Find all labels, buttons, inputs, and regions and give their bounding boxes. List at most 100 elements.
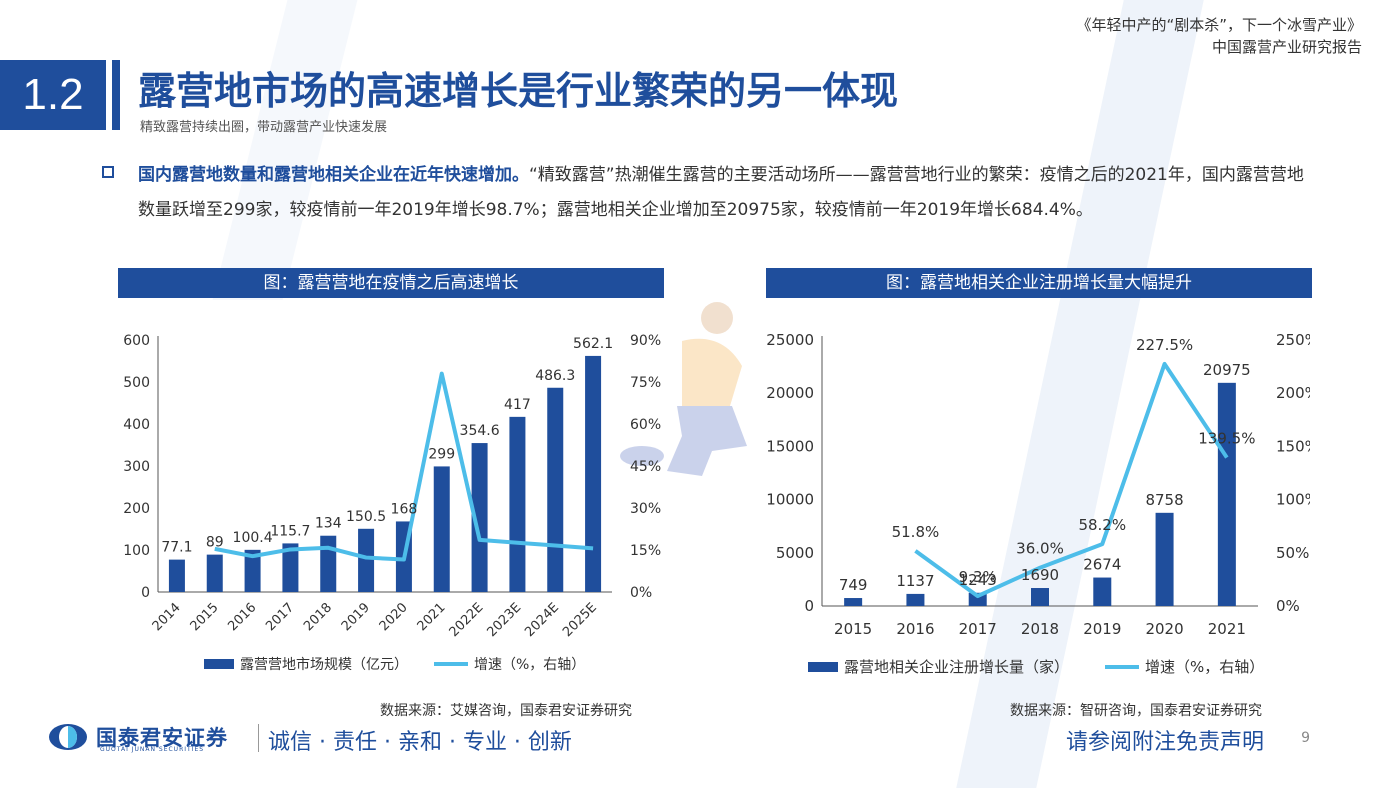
bar-value-label: 417 (504, 397, 531, 413)
y-tick-label-left: 100 (123, 543, 150, 559)
report-title: 《年轻中产的“剧本杀”，下一个冰雪产业》 (1076, 16, 1362, 34)
logo-english: GUOTAI JUNAN SECURITIES (100, 746, 205, 753)
line-value-label: 9.3% (959, 568, 997, 586)
bar (1217, 382, 1236, 606)
x-tick-label: 2016 (225, 600, 259, 634)
background-shape (212, 0, 358, 300)
growth-line (214, 371, 594, 562)
bar-value-label: 100.4 (233, 530, 273, 546)
page-title: 露营地市场的高速增长是行业繁荣的另一体现 (138, 69, 899, 113)
y-tick-label-left: 200 (123, 501, 150, 517)
bar (471, 443, 488, 592)
section-number: 1.2 (0, 60, 106, 130)
x-tick-label: 2022E (447, 600, 487, 638)
y-tick-label-right: 90% (630, 333, 661, 349)
legend-bar-label: 露营地相关企业注册增长量（家） (844, 658, 1070, 676)
bar (1031, 588, 1049, 606)
bar (509, 416, 526, 592)
y-tick-label-left: 600 (123, 333, 150, 349)
y-tick-label-left: 500 (123, 375, 150, 391)
x-tick-label: 2025E (560, 600, 600, 638)
bar-value-label: 299 (428, 446, 455, 462)
y-tick-label-right: 250% (1276, 331, 1310, 349)
company-logo: 国泰君安证券 GUOTAI JUNAN SECURITIES (48, 722, 228, 753)
legend-bar-swatch (204, 659, 234, 669)
bar (547, 387, 564, 592)
bar-value-label: 168 (391, 501, 418, 517)
bar-value-label: 1690 (1021, 566, 1059, 584)
line-value-label: 139.5% (1198, 430, 1255, 448)
y-tick-label-left: 5000 (776, 544, 814, 562)
bar-value-label: 134 (315, 516, 342, 532)
logo-icon (49, 724, 87, 750)
bar-value-label: 2674 (1083, 556, 1121, 574)
y-tick-label-right: 50% (1276, 544, 1309, 562)
left-chart-header: 图：露营营地在疫情之后高速增长 (118, 268, 664, 298)
y-tick-label-left: 400 (123, 417, 150, 433)
bar-value-label: 749 (839, 576, 868, 594)
x-tick-label: 2021 (415, 600, 449, 634)
left-legend: 露营营地市场规模（亿元） 增速（%，右轴） (204, 654, 585, 674)
bar (906, 593, 925, 606)
bar-value-label: 562.1 (573, 336, 613, 352)
y-tick-label-left: 20000 (766, 384, 814, 402)
y-tick-label-right: 30% (630, 501, 661, 517)
legend-line-label: 增速（%，右轴） (1145, 658, 1265, 676)
y-tick-label-right: 150% (1276, 437, 1310, 455)
y-tick-label-right: 45% (630, 459, 661, 475)
y-tick-label-right: 0% (630, 585, 652, 601)
camp-enterprise-chart: 0 5000 10000 15000 20000 25000 0% 50% 100% 150% 20… (766, 331, 1310, 638)
right-source: 数据来源：智研咨询，国泰君安证券研究 (1010, 703, 1262, 719)
bullet-icon (102, 166, 114, 178)
company-motto: 诚信 · 责任 · 亲和 · 专业 · 创新 (268, 730, 572, 755)
bar-value-label: 150.5 (346, 509, 386, 525)
bar-value-label: 1137 (896, 572, 934, 590)
bar (244, 549, 261, 592)
bar (320, 535, 337, 592)
legend-bar-label: 露营营地市场规模（亿元） (240, 657, 408, 673)
bar (358, 528, 375, 592)
report-subtitle: 中国露营产业研究报告 (1211, 38, 1362, 56)
right-chart-header: 图：露营地相关企业注册增长量大幅提升 (766, 268, 1312, 298)
y-tick-label-left: 10000 (766, 491, 814, 509)
bar-value-label: 89 (206, 535, 224, 551)
page-number: 9 (1301, 730, 1310, 746)
bar-value-label: 115.7 (270, 523, 310, 539)
x-tick-label: 2016 (896, 620, 934, 638)
x-tick-label: 2019 (339, 600, 373, 634)
left-source: 数据来源：艾媒咨询，国泰君安证券研究 (380, 703, 632, 719)
bar (282, 543, 299, 592)
legend-line-label: 增速（%，右轴） (474, 657, 586, 673)
bar (206, 554, 223, 592)
x-tick-label: 2018 (1021, 620, 1059, 638)
x-tick-label: 2020 (1145, 620, 1183, 638)
y-tick-label-left: 0 (804, 597, 814, 615)
x-tick-label: 2014 (150, 600, 184, 634)
x-tick-label: 2017 (959, 620, 997, 638)
logo-name: 国泰君安证券 (96, 726, 228, 750)
x-tick-label: 2018 (301, 600, 335, 634)
line-value-label: 227.5% (1136, 336, 1193, 354)
page-subtitle: 精致露营持续出圈，带动露营产业快速发展 (140, 120, 388, 135)
bar (168, 559, 185, 592)
bar (1093, 577, 1112, 606)
y-tick-label-right: 15% (630, 543, 661, 559)
legend-line-swatch (1105, 664, 1140, 669)
line-value-label: 51.8% (892, 523, 940, 541)
x-tick-label: 2023E (484, 600, 524, 638)
y-tick-label-right: 60% (630, 417, 661, 433)
camp-market-chart: 0 100 200 300 400 500 600 0% 15% 30% 45% 60% 75% 90% 7… (123, 333, 661, 638)
x-tick-label: 2024E (522, 600, 562, 638)
bar-value-label: 77.1 (161, 540, 192, 556)
bar-value-label: 20975 (1203, 361, 1251, 379)
y-tick-label-right: 75% (630, 375, 661, 391)
x-tick-label: 2015 (834, 620, 872, 638)
bar (433, 466, 450, 592)
body-highlight: 国内露营地数量和露营地相关企业在近年快速增加。 (138, 165, 529, 185)
y-tick-label-left: 300 (123, 459, 150, 475)
bar-value-label: 354.6 (460, 423, 500, 439)
body-text: “精致露营”热潮催生露营的主要活动场所——露营营地行业的繁荣：疫情之后的2021… (138, 165, 1304, 220)
x-tick-label: 2017 (263, 600, 297, 634)
disclaimer-link[interactable]: 请参阅附注免责声明 (1065, 730, 1264, 755)
report-header: 《年轻中产的“剧本杀”，下一个冰雪产业》 中国露营产业研究报告 (1076, 14, 1362, 58)
